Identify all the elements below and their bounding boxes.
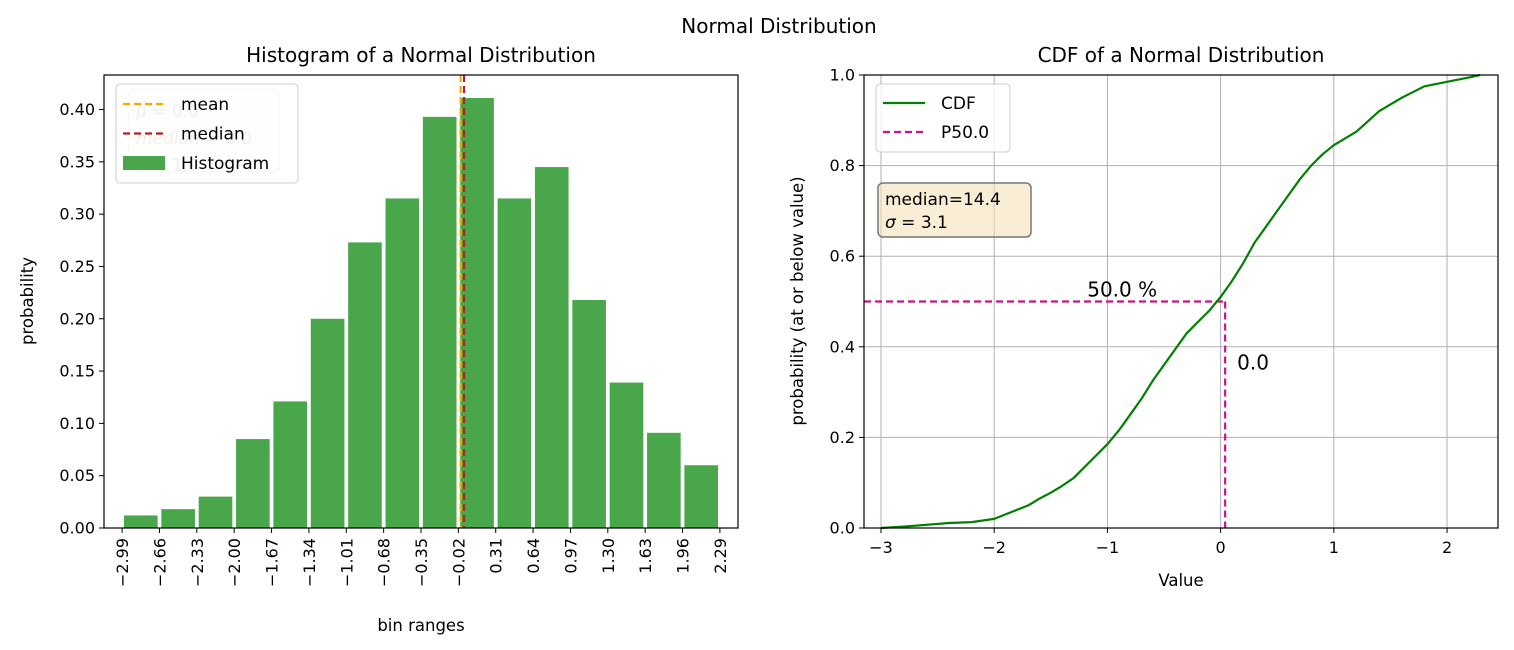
histogram-y-tick-label: 0.30 [59, 205, 95, 224]
cdf-stats-box-bg [877, 182, 1032, 238]
histogram-x-tick-label: −2.00 [225, 538, 244, 587]
cdf-axes-frame [863, 74, 1499, 529]
histogram-x-tick-label: 1.96 [674, 538, 693, 574]
histogram-legend-label: mean [181, 95, 229, 115]
cdf-y-axis-label: probability (at or below value) [788, 176, 807, 425]
histogram-x-tick-label: 0.64 [524, 538, 543, 574]
histogram-title: Histogram of a Normal Distribution [246, 43, 596, 67]
histogram-bar [236, 439, 270, 528]
cdf-x-tick-label: 1 [1329, 538, 1339, 557]
cdf-x-tick-label: −3 [869, 538, 893, 557]
histogram-legend: mean median Histogram [115, 83, 299, 184]
histogram-x-tick-label: 1.30 [599, 538, 618, 574]
histogram-y-tick-label: 0.25 [59, 257, 95, 276]
histogram-x-tick-label: 0.31 [487, 538, 506, 574]
cdf-x-axis-label: Value [1158, 571, 1203, 590]
histogram-bar [460, 98, 494, 528]
histogram-x-tick-label: −1.67 [263, 538, 282, 587]
cdf-x-tick-label: −1 [1096, 538, 1120, 557]
cdf-stats-sigma: σ = 3.1 [885, 213, 948, 233]
percentile-y-label: 50.0 % [1087, 278, 1157, 302]
cdf-stats-sigma-value: = 3.1 [896, 213, 948, 233]
cdf-chart: CDF of a Normal Distribution 50.0 % 0.0 m… [788, 43, 1499, 590]
histogram-x-axis-label: bin ranges [377, 616, 464, 635]
histogram-chart: Histogram of a Normal Distribution μ = 0… [18, 43, 739, 635]
histogram-x-tick-label: −2.66 [150, 538, 169, 587]
cdf-x-tick-label: 0 [1216, 538, 1226, 557]
histogram-y-tick-label: 0.00 [59, 519, 95, 538]
histogram-x-tick-label: −0.35 [412, 538, 431, 587]
histogram-y-tick-label: 0.15 [59, 362, 95, 381]
histogram-bar [310, 318, 345, 528]
histogram-bar [422, 116, 457, 529]
histogram-x-ticks: −2.99 −2.66 −2.33 −2.00 −1.67 −1.34 −1.01 −0.68… [113, 528, 730, 587]
cdf-y-tick-label: 0.0 [830, 519, 855, 538]
cdf-y-ticks: 0.0 0.2 0.4 0.6 0.8 1.0 [830, 66, 864, 538]
histogram-bar [123, 515, 158, 528]
histogram-bar [534, 167, 569, 528]
cdf-percentile-lines: 50.0 % 0.0 [864, 278, 1269, 528]
cdf-stats-box: median=14.4 σ = 3.1 [877, 182, 1032, 238]
histogram-bar [273, 401, 308, 528]
histogram-bar [497, 198, 532, 528]
histogram-bars [123, 98, 719, 529]
cdf-series [880, 73, 1481, 530]
histogram-y-axis-label: probability [18, 257, 37, 345]
histogram-bar [609, 382, 644, 528]
histogram-x-tick-label: −0.68 [375, 538, 394, 587]
histogram-bar [161, 509, 195, 528]
histogram-y-tick-label: 0.40 [59, 100, 95, 119]
histogram-x-tick-label: −0.02 [449, 538, 468, 587]
histogram-bar [647, 432, 681, 528]
percentile-x-label: 0.0 [1237, 351, 1269, 375]
cdf-stats-sigma-symbol: σ [885, 213, 897, 233]
histogram-y-tick-label: 0.35 [59, 152, 95, 171]
histogram-bar [198, 496, 233, 528]
cdf-x-ticks: −3 −2 −1 0 1 2 [869, 528, 1452, 557]
cdf-x-tick-label: −2 [982, 538, 1006, 557]
histogram-bar [385, 198, 420, 528]
histogram-x-tick-label: 0.97 [561, 538, 580, 574]
figure-suptitle: Normal Distribution [681, 14, 876, 38]
histogram-legend-label: Histogram [181, 154, 269, 174]
histogram-x-tick-label: −2.99 [113, 538, 132, 587]
histogram-legend-swatch [123, 156, 165, 170]
histogram-x-tick-label: −1.01 [337, 538, 356, 587]
histogram-x-tick-label: −2.33 [188, 538, 207, 587]
histogram-bar [572, 299, 606, 528]
histogram-x-tick-label: 2.29 [711, 538, 730, 574]
histogram-y-tick-label: 0.05 [59, 466, 95, 485]
histogram-y-ticks: 0.00 0.05 0.10 0.15 0.20 0.25 0.30 0.35 0.40 [59, 100, 104, 538]
histogram-x-tick-label: −1.34 [300, 538, 319, 587]
cdf-x-tick-label: 2 [1442, 538, 1452, 557]
histogram-bar [684, 465, 719, 528]
histogram-x-tick-label: 1.63 [636, 538, 655, 574]
histogram-bar [348, 242, 382, 528]
cdf-stats-median: median=14.4 [885, 190, 1001, 210]
cdf-line [880, 73, 1481, 530]
cdf-legend-label: CDF [941, 94, 976, 114]
cdf-y-tick-label: 0.2 [830, 428, 855, 447]
histogram-y-tick-label: 0.20 [59, 309, 95, 328]
cdf-y-tick-label: 0.4 [830, 337, 855, 356]
histogram-y-tick-label: 0.10 [59, 414, 95, 433]
histogram-legend-label: median [181, 125, 245, 145]
cdf-y-tick-label: 1.0 [830, 66, 855, 85]
cdf-y-tick-label: 0.6 [830, 247, 855, 266]
cdf-legend-label: P50.0 [941, 123, 989, 143]
cdf-legend: CDF P50.0 [875, 83, 1011, 153]
histogram-stat-lines [459, 75, 466, 528]
cdf-legend-box [875, 83, 1011, 153]
cdf-y-tick-label: 0.8 [830, 156, 855, 175]
cdf-title: CDF of a Normal Distribution [1038, 43, 1325, 67]
